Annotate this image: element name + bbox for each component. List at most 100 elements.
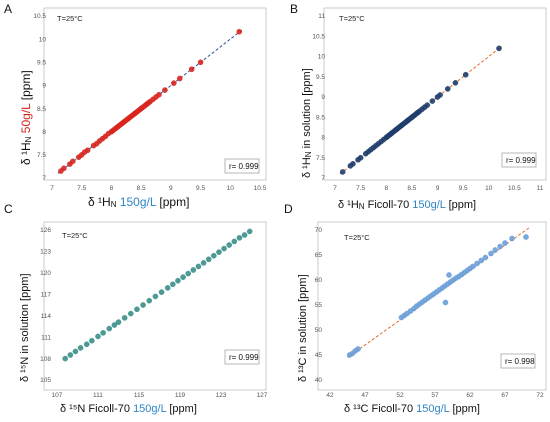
data-point-d [523, 234, 529, 240]
data-point-b [496, 45, 502, 52]
y-tick-label-d: 45 [315, 352, 323, 359]
data-point-d [497, 243, 503, 250]
y-tick-label-c: 120 [40, 270, 51, 277]
marks-a [57, 28, 243, 174]
r-value-d: r= 0.998 [505, 357, 535, 366]
y-ticks-d: 40 45 50 55 60 65 70 [315, 227, 323, 384]
x-ticks-b: 7 7.5 8 8.5 9 9.5 10 10.5 11 [333, 185, 544, 192]
data-point-a [171, 80, 177, 86]
y-tick-label-c: 117 [41, 291, 52, 298]
x-tick-label-a: 9.5 [196, 185, 205, 192]
y-tick-label-b: 10 [318, 54, 326, 61]
temperature-label-c: T=25°C [62, 231, 88, 240]
y-tick-label-b: 9.5 [316, 74, 325, 81]
data-point-d [502, 240, 508, 246]
data-point-c [106, 325, 113, 332]
data-point-a [156, 91, 162, 98]
x-tick-label-b: 7.5 [356, 185, 365, 192]
data-point-c [200, 260, 207, 266]
y-ticks-c: 105 108 111 114 117 120 123 126 [40, 227, 51, 384]
data-point-c [175, 277, 181, 284]
panel-letter-d: D [284, 202, 293, 216]
data-point-a [162, 87, 168, 93]
y-tick-label-d: 50 [315, 327, 323, 334]
r-box-c [224, 349, 260, 365]
y-ticks-a: 7 7.5 8 8.5 9 9.5 10 10.5 [33, 13, 46, 182]
data-point-c [221, 245, 227, 252]
y-tick-label-a: 9.5 [37, 59, 46, 66]
x-tick-label-c: 115 [134, 392, 145, 399]
r-value-b: r= 0.999 [506, 156, 536, 165]
y-tick-label-b: 7 [321, 175, 325, 182]
y-tick-label-d: 70 [315, 227, 323, 234]
panel-d: D T=25°C r= 0.998 42 47 52 57 62 67 72 40 45 50 5… [284, 202, 547, 415]
data-point-c [77, 345, 84, 351]
x-tick-label-c: 127 [257, 392, 268, 399]
data-point-c [195, 263, 202, 270]
data-point-c [170, 281, 176, 288]
r-box-a [224, 158, 260, 174]
y-tick-label-c: 114 [41, 313, 52, 320]
data-point-a [70, 158, 76, 165]
x-tick-label-d: 67 [501, 392, 509, 399]
x-tick-label-b: 10 [485, 185, 493, 192]
x-tick-label-a: 8.5 [137, 185, 146, 192]
data-point-c [146, 297, 153, 304]
x-tick-label-b: 10.5 [508, 185, 521, 192]
data-point-d [482, 254, 489, 261]
panel-a: A T=25°C r= 0.999 7 7.5 8 8.5 9 9.5 10 10.5 7 7.… [4, 2, 267, 209]
data-point-c [121, 315, 128, 321]
data-point-c [190, 267, 197, 273]
r-value-a: r= 0.999 [229, 162, 259, 171]
data-point-c [180, 274, 186, 280]
y-tick-label-c: 111 [41, 334, 51, 341]
data-point-c [67, 352, 74, 358]
data-point-d [492, 247, 499, 253]
marks-b [339, 45, 502, 175]
temperature-label-b: T=25°C [339, 14, 365, 23]
data-point-c [205, 256, 212, 263]
y-tick-label-a: 7.5 [37, 152, 46, 159]
x-axis-label-b: δ ¹HN Ficoll-70 150g/L [ppm] [338, 199, 476, 211]
data-point-c [100, 330, 106, 336]
x-tick-label-b: 11 [537, 185, 544, 192]
x-axis-label-d: δ ¹³C Ficoll-70 150g/L [ppm] [344, 403, 480, 415]
y-tick-label-b: 8 [321, 135, 325, 142]
x-tick-label-a: 7 [50, 185, 54, 192]
x-ticks-a: 7 7.5 8 8.5 9 9.5 10 10.5 [50, 185, 267, 192]
data-point-c [241, 232, 248, 238]
data-point-d [446, 272, 452, 278]
data-point-b [339, 169, 346, 175]
data-point-a [176, 75, 183, 82]
data-point-b [444, 86, 451, 92]
r-box-b [501, 152, 537, 168]
y-axis-label-b: δ ¹HN in solution [ppm] [301, 68, 313, 178]
x-tick-label-b: 9 [436, 185, 440, 192]
data-point-c [164, 285, 171, 291]
data-point-b [350, 161, 356, 167]
data-point-d [478, 257, 485, 264]
x-tick-label-d: 52 [396, 392, 404, 399]
x-axis-label-a: δ ¹HN 150g/L [ppm] [88, 195, 189, 209]
y-tick-label-b: 11 [318, 13, 325, 20]
data-point-b [357, 154, 364, 161]
y-tick-label-a: 10.5 [33, 13, 46, 20]
data-point-c [72, 348, 79, 355]
x-ticks-d: 42 47 52 57 62 67 72 [326, 392, 544, 399]
x-tick-label-a: 8 [110, 185, 114, 192]
x-tick-label-c: 119 [175, 392, 186, 399]
x-tick-label-a: 10 [227, 185, 235, 192]
x-tick-label-c: 123 [216, 392, 227, 399]
data-point-c [226, 242, 232, 248]
data-point-c [62, 355, 68, 362]
data-point-c [216, 249, 222, 255]
y-tick-label-a: 9 [42, 83, 46, 90]
x-tick-label-a: 7.5 [77, 185, 86, 192]
y-tick-label-a: 7 [42, 175, 46, 182]
x-tick-label-b: 7 [333, 185, 337, 192]
y-tick-label-b: 9 [321, 94, 325, 101]
plot-frame-a [43, 7, 267, 181]
y-tick-label-b: 8.5 [316, 114, 325, 121]
x-tick-label-a: 9 [169, 185, 173, 192]
